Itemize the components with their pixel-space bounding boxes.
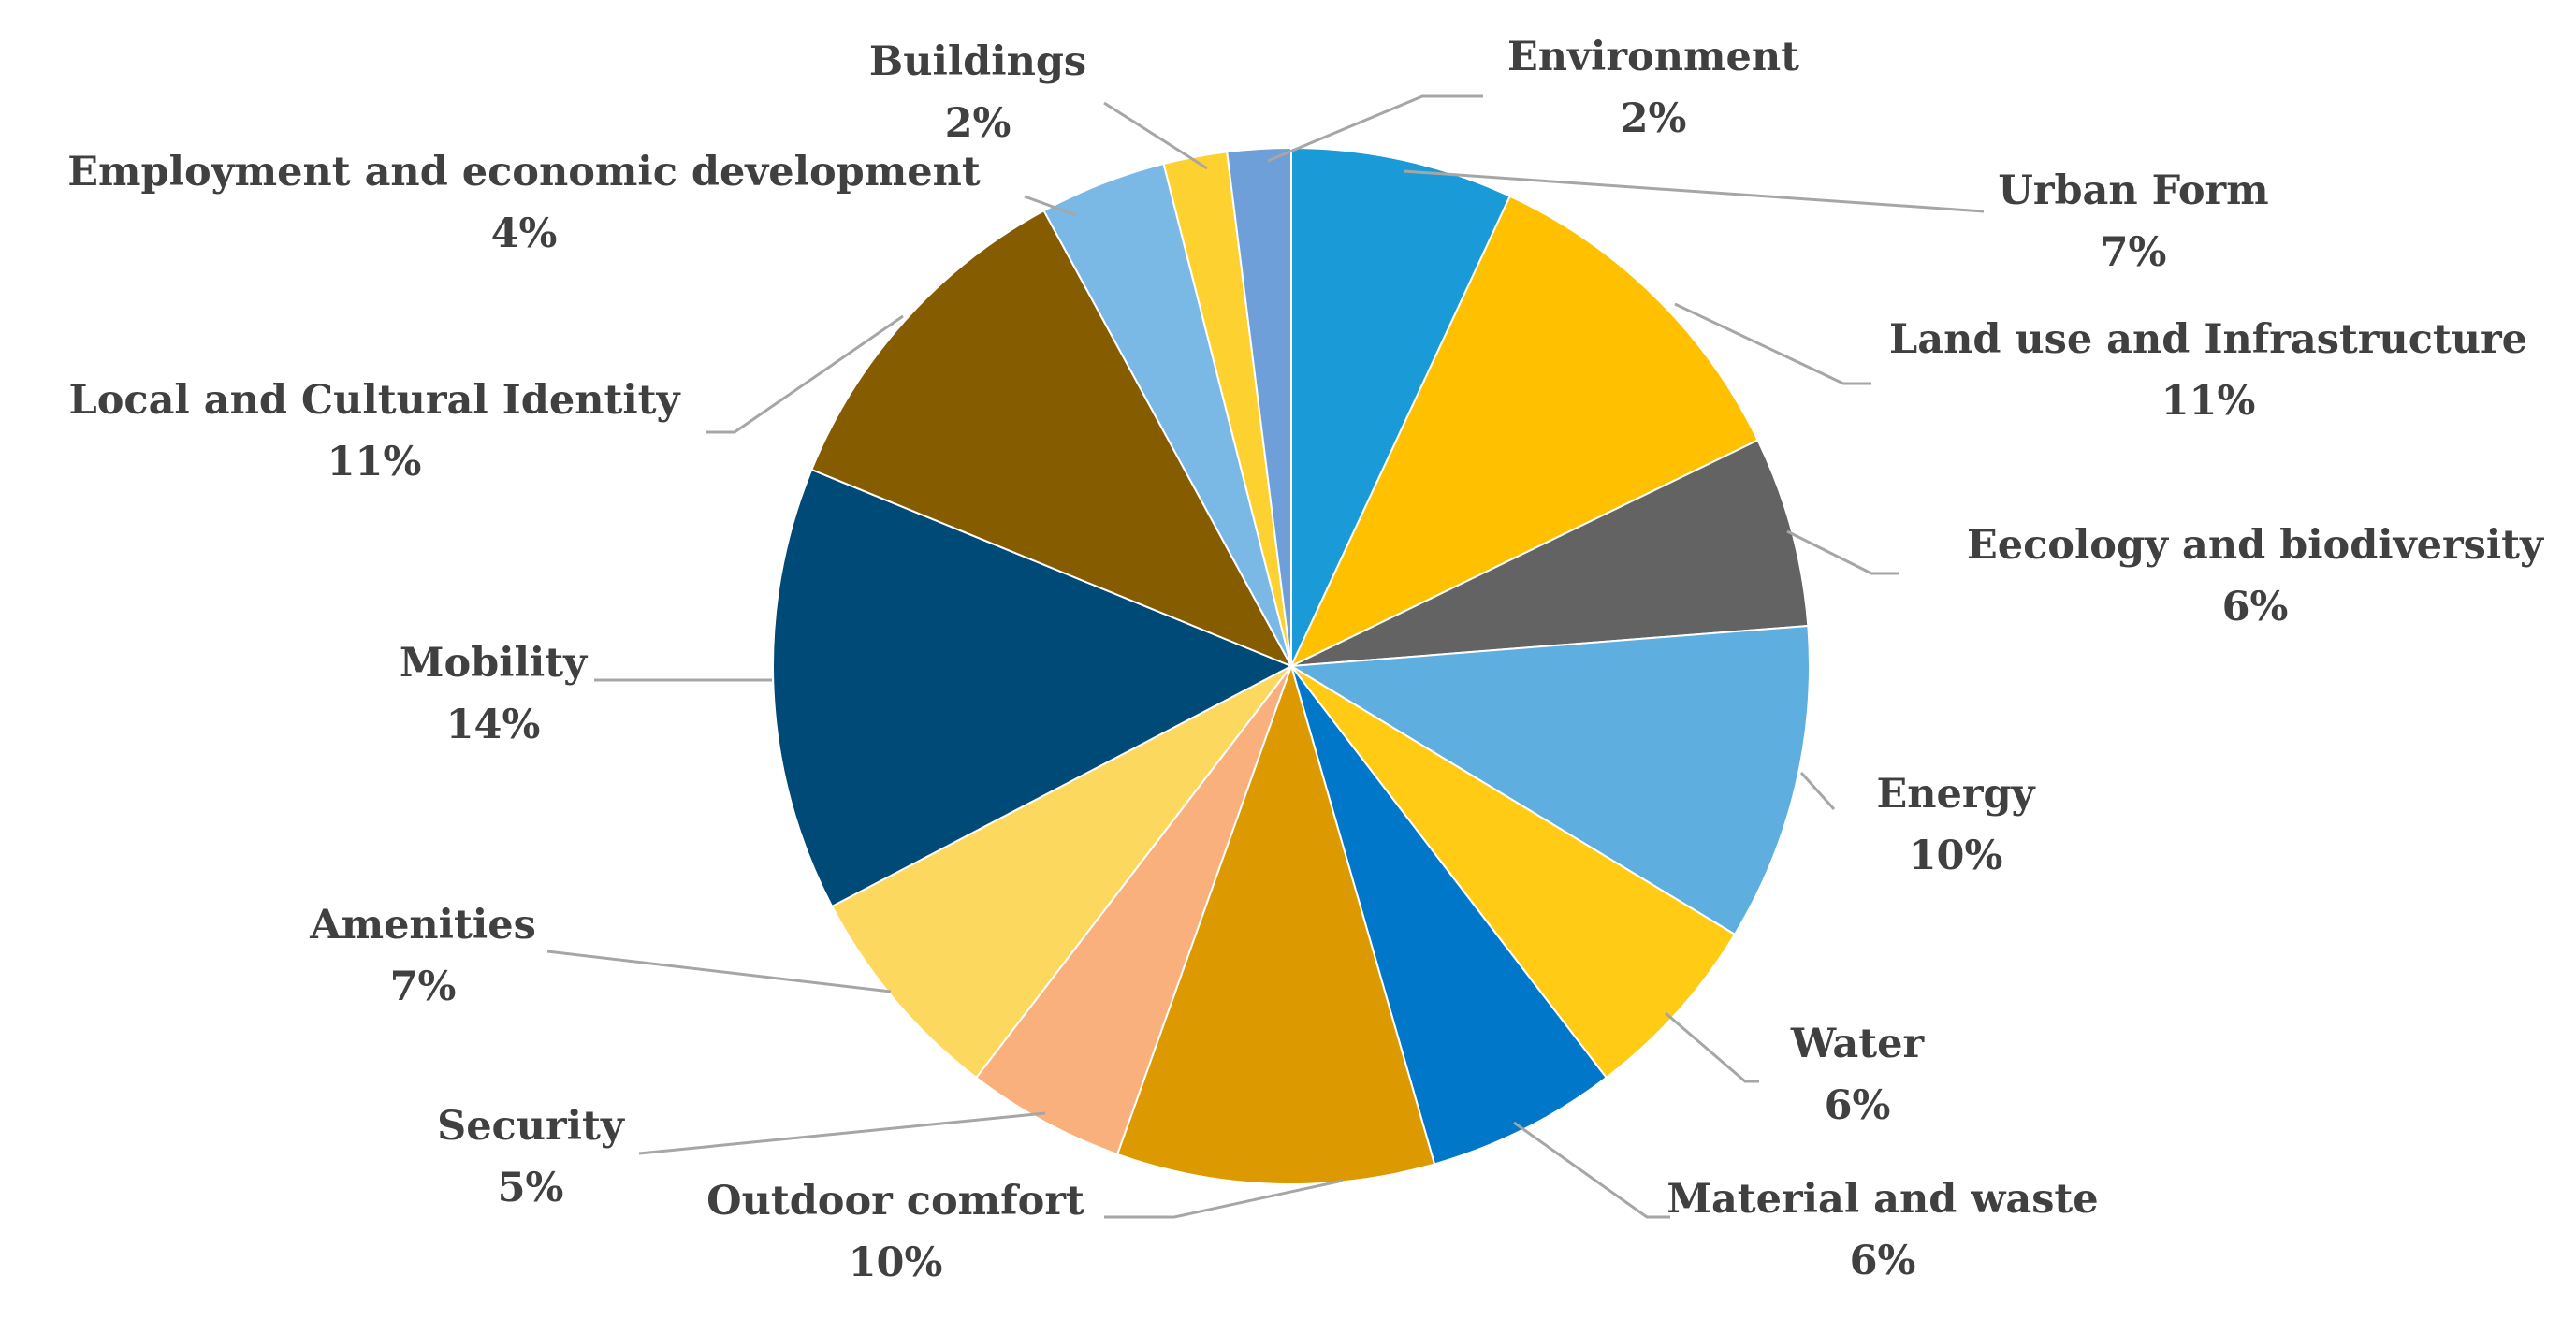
slice-percent-label: 11% [327, 439, 422, 486]
slice-percent-label: 6% [1850, 1238, 1916, 1284]
slice-percent-label: 7% [390, 964, 457, 1010]
leader-lines [546, 94, 1985, 1219]
pie-slice [1226, 146, 1292, 667]
slice-percent-label: 11% [2161, 378, 2256, 425]
leader-line [638, 1111, 1046, 1155]
slice-percent-label: 7% [2101, 229, 2167, 276]
slice-percent-label: 6% [2222, 584, 2289, 631]
pie-slice [830, 665, 1292, 1080]
leader-line [1513, 1121, 1670, 1219]
slice-percent-label: 10% [1909, 833, 2003, 879]
slice-label: Employment and economic development [67, 149, 981, 196]
leader-line [1024, 195, 1077, 217]
pie-slice [772, 468, 1294, 908]
pie-slices [772, 146, 1811, 1185]
pie-slice [1288, 624, 1811, 936]
slice-percent-label: 10% [849, 1240, 943, 1286]
leader-line [1103, 101, 1208, 170]
slice-label: Energy [1876, 771, 2036, 818]
slice-percent-label: 2% [945, 100, 1011, 147]
slice-label: Eecology and biodiversity [1967, 522, 2545, 569]
slice-label: Outdoor comfort [706, 1178, 1084, 1225]
slice-label: Buildings [869, 38, 1086, 85]
leader-line [1104, 1179, 1344, 1219]
slice-label: Water [1790, 1021, 1926, 1067]
slice-label: Amenities [309, 902, 536, 949]
slice-label: Mobility [400, 640, 589, 687]
slice-percent-label: 2% [1621, 95, 1687, 142]
leader-line [1786, 529, 1899, 575]
pie-slice [974, 665, 1292, 1156]
slice-label: Environment [1507, 34, 1799, 80]
leader-line [706, 314, 904, 434]
slice-percent-label: 4% [491, 210, 558, 257]
pie-slice [810, 209, 1294, 668]
slice-label: Local and Cultural Identity [68, 377, 681, 424]
data-labels: Urban Form 7% Land use and Infrastructure 1… [67, 34, 2545, 1286]
slice-label: Urban Form [1998, 167, 2268, 214]
slice-label: Land use and Infrastructure [1889, 316, 2527, 363]
pie-slice [1290, 665, 1737, 1080]
slice-percent-label: 6% [1825, 1082, 1891, 1129]
leader-line [546, 950, 892, 993]
leader-line [1267, 94, 1483, 163]
pie-slice [1290, 439, 1810, 667]
leader-line [1403, 169, 1985, 213]
pie-slice [1288, 195, 1759, 669]
slice-label: Material and waste [1666, 1176, 2098, 1223]
slice-label: Security [437, 1103, 626, 1150]
pie-slice [1115, 662, 1436, 1185]
slice-percent-label: 14% [446, 702, 541, 748]
slice-percent-label: 5% [498, 1165, 564, 1211]
leader-line [1799, 771, 1836, 811]
leader-line [1674, 302, 1871, 385]
leader-line [1665, 1011, 1759, 1083]
pie-slice [1290, 146, 1512, 667]
